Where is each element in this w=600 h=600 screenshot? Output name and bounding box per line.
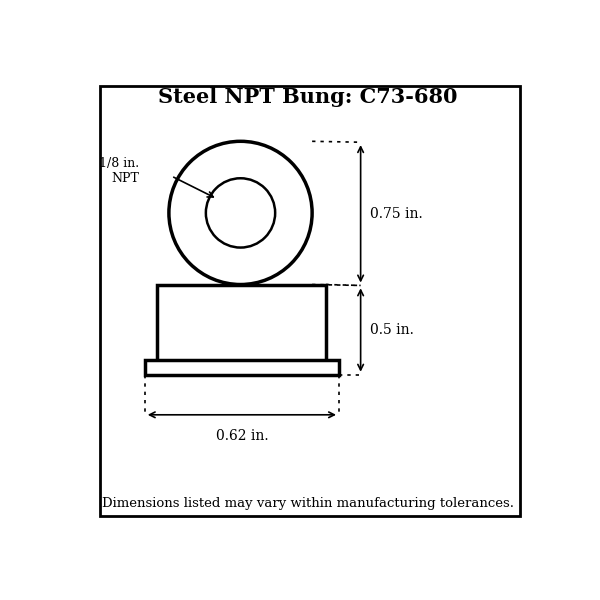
Text: 0.75 in.: 0.75 in. [370,207,422,221]
Text: 0.62 in.: 0.62 in. [215,428,268,443]
Bar [145,360,339,374]
Text: 0.5 in.: 0.5 in. [370,323,414,337]
Text: Steel NPT Bung: C73-680: Steel NPT Bung: C73-680 [158,88,457,107]
Bar [157,284,326,361]
Text: 1/8 in.
NPT: 1/8 in. NPT [99,157,139,185]
Text: Dimensions listed may vary within manufacturing tolerances.: Dimensions listed may vary within manufa… [101,497,514,511]
